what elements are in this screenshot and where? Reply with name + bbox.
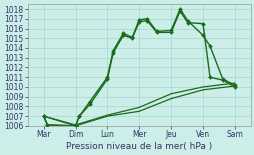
X-axis label: Pression niveau de la mer( hPa ): Pression niveau de la mer( hPa ): [66, 142, 212, 151]
